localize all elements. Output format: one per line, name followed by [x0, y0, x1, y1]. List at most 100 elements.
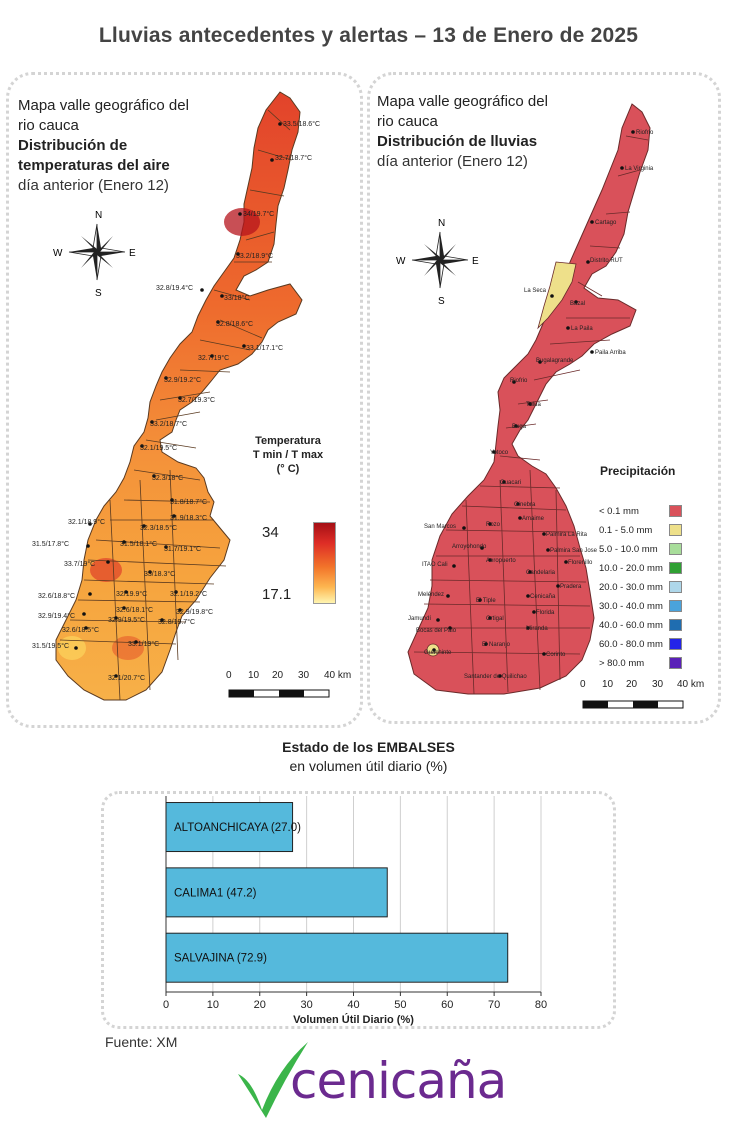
- rain-station-label: Paila Arriba: [595, 350, 626, 356]
- temperature-station: 32.7/19.3°C: [178, 396, 215, 404]
- rain-station-label: Meléndez: [418, 592, 444, 598]
- rain-station: Corinto: [542, 652, 566, 658]
- temperature-station-label: 33.2/18.7°C: [150, 420, 187, 428]
- rain-scale-label-30: 30: [652, 679, 664, 690]
- rain-station: Bocas del Palo: [416, 626, 457, 634]
- rain-station-label: San Marcos: [424, 524, 456, 530]
- temperature-station-label: 32.8/19.4°C: [156, 284, 193, 292]
- reservoir-bar-label: CALIMA1 (47.2): [174, 887, 257, 899]
- reservoir-bar-label: ALTOANCHICAYA (27.0): [174, 822, 301, 834]
- temperature-station: 31.7/19.1°C: [164, 545, 201, 553]
- temperature-station: 32.9/19.2°C: [164, 376, 201, 384]
- precipitation-legend-swatch: [669, 562, 682, 574]
- temperature-station: 32.8/19.4°C: [156, 284, 204, 292]
- temperature-station-label: 32.1/19.5°C: [140, 444, 177, 452]
- rain-station-label: ITAO Cali: [422, 562, 448, 568]
- rain-station: Riofrio: [631, 130, 654, 136]
- temperature-station-label: 32.6/18.1°C: [116, 606, 153, 614]
- temp-title-line4: temperaturas del aire: [18, 157, 170, 174]
- rain-station: Paila Arriba: [590, 350, 626, 356]
- rain-scale-label-20: 20: [626, 679, 638, 690]
- compass-n: N: [95, 210, 102, 221]
- precipitation-legend-item: 60.0 - 80.0 mm: [599, 638, 699, 652]
- rain-station-label: La Seca: [524, 288, 547, 294]
- rain-station: Santander de Quilichao: [464, 674, 527, 680]
- precipitation-legend-item: 10.0 - 20.0 mm: [599, 562, 699, 576]
- temperature-station: 32.7/18.7°C: [270, 154, 312, 162]
- rain-station-group: Riofrio La Virginia Cartago Distrito RUT La …: [408, 130, 654, 680]
- temperature-station: 32.6/18.5°C: [62, 626, 99, 634]
- rain-station-label: Florenillo: [568, 560, 593, 566]
- rain-station: Buga: [512, 424, 527, 430]
- rain-station: Bugalagrande: [536, 358, 574, 364]
- rain-station: Amaime: [518, 516, 545, 522]
- precipitation-legend-label: 0.1 - 5.0 mm: [599, 525, 653, 536]
- precipitation-legend-swatch: [669, 581, 682, 593]
- rain-station-label: Ginebra: [514, 502, 536, 508]
- temperature-station: 31.5/18.1°C: [120, 540, 157, 548]
- reservoir-bar: [165, 802, 294, 853]
- compass-icon: N S E W: [53, 210, 136, 299]
- precipitation-legend-label: 40.0 - 60.0 mm: [599, 620, 663, 631]
- rain-station-label: El Naranjo: [482, 642, 511, 648]
- temperature-station: 32.1/19.5°C: [140, 444, 177, 452]
- rain-station: Cenicaña: [526, 594, 556, 600]
- rain-station-label: Jamundí: [408, 616, 431, 622]
- rain-station: Florida: [532, 610, 555, 616]
- temperature-station: 32.6/18.8°C: [38, 592, 92, 600]
- reservoir-bar: [165, 932, 509, 983]
- rain-station-label: Rozo: [486, 522, 501, 528]
- compass-s: S: [438, 296, 445, 307]
- temperature-station-label: 32/19.9°C: [116, 590, 147, 598]
- temperature-station-label: 31.5/17.8°C: [32, 540, 69, 548]
- rain-station: Florenillo: [564, 560, 593, 566]
- temperature-station-label: 32.9/19.2°C: [164, 376, 201, 384]
- temperature-station-label: 31.5/18.1°C: [120, 540, 157, 548]
- precipitation-legend-swatch: [669, 638, 682, 650]
- rain-station: Aeropuerto: [486, 558, 516, 564]
- rain-station-label: Cartago: [595, 220, 617, 226]
- rain-station-label: Yotoco: [490, 450, 509, 456]
- temperature-station-label: 33.7/19°C: [64, 560, 95, 568]
- temperature-station-label: 32.3/18°C: [152, 474, 183, 482]
- x-tick-label: 20: [254, 999, 266, 1011]
- rain-station: Meléndez: [418, 592, 450, 598]
- x-tick-label: 0: [163, 999, 169, 1011]
- precipitation-legend-swatch: [669, 619, 682, 631]
- rain-station-label: Florida: [536, 610, 555, 616]
- rain-station-label: La Paila: [571, 326, 593, 332]
- temperature-station: 33.1/17.1°C: [242, 344, 283, 352]
- temperature-station-label: 32.9/19.5°C: [108, 616, 145, 624]
- rain-station: Rozo: [486, 522, 501, 528]
- page-title: Lluvias antecedentes y alertas – 13 de E…: [98, 24, 639, 47]
- temperature-station-label: 32.7/19.3°C: [178, 396, 215, 404]
- rain-station: La Seca: [524, 288, 554, 298]
- rain-station: El Naranjo: [482, 642, 511, 648]
- rainfall-region-shape: [407, 103, 651, 695]
- reservoir-bar-label: SALVAJINA (72.9): [174, 953, 267, 965]
- precipitation-legend-label: 5.0 - 10.0 mm: [599, 544, 658, 555]
- temperature-station-label: 33.1/17.1°C: [246, 344, 283, 352]
- rain-station: Tulua: [526, 402, 541, 408]
- rain-station: Guachinte: [424, 648, 452, 656]
- rain-title-line3: Distribución de lluvias: [377, 133, 538, 150]
- temperature-map-title: Mapa valle geográfico del rio cauca Dist…: [18, 96, 243, 196]
- temperature-station-label: 32.8/19.7°C: [158, 618, 195, 626]
- temperature-legend-title: Temperatura T min / T max (° C): [252, 435, 324, 475]
- precipitation-legend-title: Precipitación: [600, 464, 676, 478]
- rain-title-line2: rio cauca: [377, 113, 438, 130]
- precipitation-legend-item: 30.0 - 40.0 mm: [599, 600, 699, 614]
- compass-w: W: [396, 256, 406, 267]
- x-tick-label: 10: [207, 999, 219, 1011]
- temperature-station: 31.8/18.7°C: [170, 498, 207, 506]
- temperature-station-label: 34/19.7°C: [243, 210, 274, 218]
- rain-scale-label-40: 40 km: [677, 679, 705, 690]
- rain-station: Pradera: [556, 584, 582, 590]
- rain-station-label: Buga: [512, 424, 527, 430]
- rain-station: Palmira San Jose: [546, 548, 598, 554]
- rain-title-line1: Mapa valle geográfico del: [377, 93, 548, 110]
- temperature-station-label: 32.9/19.8°C: [176, 608, 213, 616]
- rain-station: Candelaria: [526, 570, 556, 576]
- temp-title-line3: Distribución de: [18, 137, 128, 154]
